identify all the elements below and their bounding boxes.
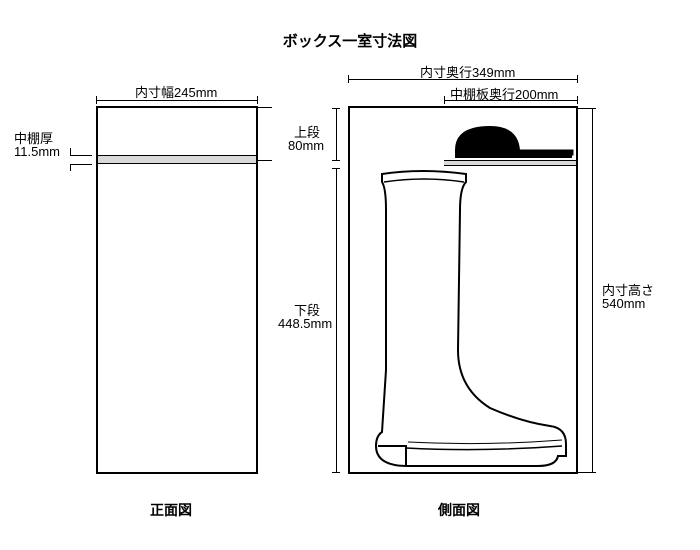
side-left-tick-ub: [332, 160, 340, 161]
side-lower-label-2: 448.5mm: [278, 316, 332, 331]
side-shelfdepth-tick-r: [577, 96, 578, 104]
slipper-icon: [450, 120, 575, 160]
front-caption: 正面図: [150, 500, 192, 520]
side-left-tick-lt: [332, 168, 340, 169]
shelf-thk-ext-t: [70, 148, 71, 155]
side-height-label-2: 540mm: [602, 296, 645, 311]
side-right-dim: [592, 108, 593, 472]
front-shelf: [98, 155, 256, 164]
front-width-label: 内寸幅245mm: [135, 82, 217, 101]
side-caption: 側面図: [438, 500, 480, 520]
shelf-thk-line-t: [70, 155, 92, 156]
boot-icon: [362, 170, 572, 470]
shelf-thickness-label-2: 11.5mm: [14, 144, 60, 159]
side-shelfdepth-tick-l: [444, 96, 445, 104]
side-depth-dimline: [348, 79, 578, 80]
side-shelf: [444, 160, 576, 166]
side-right-ext-b: [578, 472, 592, 473]
side-upper-label-2: 80mm: [288, 138, 324, 153]
front-width-dimline: [96, 100, 258, 101]
front-right-ext-top: [258, 107, 272, 108]
diagram-title: ボックス一室寸法図: [0, 30, 700, 51]
front-width-tick-r: [257, 96, 258, 104]
side-depth-tick-r: [577, 75, 578, 83]
side-left-tick-ut: [332, 108, 340, 109]
side-left-tick-lb: [332, 472, 340, 473]
side-shelfdepth-dimline: [444, 100, 578, 101]
side-depth-tick-l: [348, 75, 349, 83]
shelf-thk-ext-b: [70, 164, 71, 171]
front-width-tick-l: [96, 96, 97, 104]
side-left-dim-upper: [336, 108, 337, 160]
side-left-dim-lower: [336, 168, 337, 472]
side-right-ext-t: [578, 108, 592, 109]
front-right-ext-shelf: [258, 160, 272, 161]
shelf-thk-line-b: [70, 164, 92, 165]
